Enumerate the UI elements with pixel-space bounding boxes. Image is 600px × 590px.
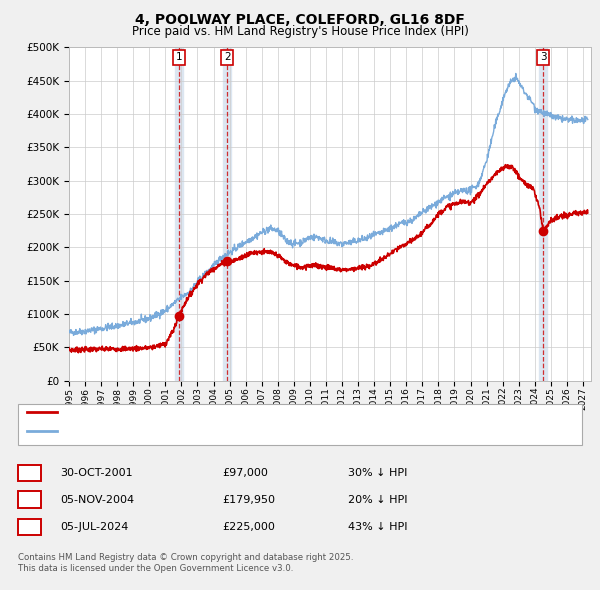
Text: 05-JUL-2024: 05-JUL-2024 <box>60 522 128 532</box>
Bar <box>539 47 547 381</box>
Text: 3: 3 <box>26 522 33 532</box>
Text: 43% ↓ HPI: 43% ↓ HPI <box>348 522 407 532</box>
Bar <box>223 47 231 381</box>
Text: 1: 1 <box>175 52 182 62</box>
Text: 2: 2 <box>26 495 33 504</box>
Text: 2: 2 <box>224 52 230 62</box>
Text: 1: 1 <box>26 468 33 478</box>
Text: 30-OCT-2001: 30-OCT-2001 <box>60 468 133 478</box>
Bar <box>175 47 183 381</box>
Text: 3: 3 <box>539 52 546 62</box>
Text: £179,950: £179,950 <box>222 495 275 504</box>
Text: 20% ↓ HPI: 20% ↓ HPI <box>348 495 407 504</box>
Text: 4, POOLWAY PLACE, COLEFORD, GL16 8DF (detached house): 4, POOLWAY PLACE, COLEFORD, GL16 8DF (de… <box>63 407 365 417</box>
Text: 4, POOLWAY PLACE, COLEFORD, GL16 8DF: 4, POOLWAY PLACE, COLEFORD, GL16 8DF <box>135 13 465 27</box>
Text: HPI: Average price, detached house, Forest of Dean: HPI: Average price, detached house, Fore… <box>63 426 320 435</box>
Text: £225,000: £225,000 <box>222 522 275 532</box>
Text: £97,000: £97,000 <box>222 468 268 478</box>
Text: Contains HM Land Registry data © Crown copyright and database right 2025.
This d: Contains HM Land Registry data © Crown c… <box>18 553 353 573</box>
Text: 05-NOV-2004: 05-NOV-2004 <box>60 495 134 504</box>
Text: 30% ↓ HPI: 30% ↓ HPI <box>348 468 407 478</box>
Text: Price paid vs. HM Land Registry's House Price Index (HPI): Price paid vs. HM Land Registry's House … <box>131 25 469 38</box>
